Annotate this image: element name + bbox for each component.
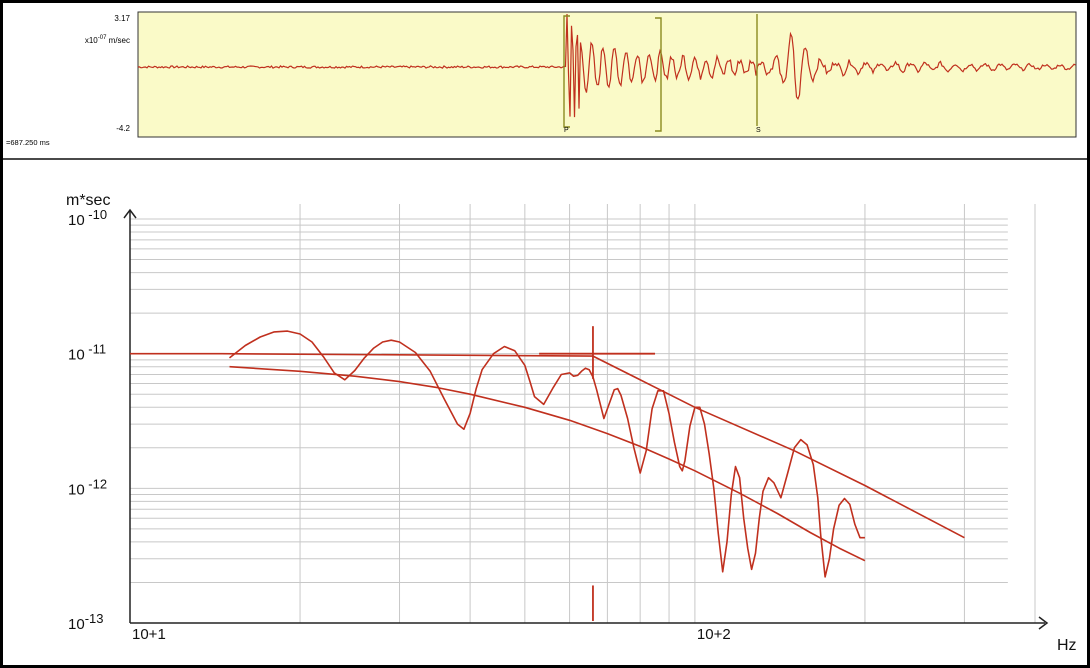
time-readout: =687.250 ms — [6, 138, 50, 147]
spectrum-tick-labels: 10+1 10+2 10 -10 10 -11 10 -12 10-13 — [68, 207, 731, 643]
y-tick-label: 10 -12 — [68, 476, 107, 498]
y-tick-label: 10-13 — [68, 611, 103, 633]
y-axis-label: m*sec — [66, 192, 110, 209]
amplitude-min-label: -4.2 — [116, 124, 130, 133]
series-noise-fit — [229, 365, 866, 562]
p-pick-label: P — [564, 127, 569, 134]
seismogram-trace — [137, 13, 1076, 118]
spectrum-axes — [123, 208, 1049, 630]
s-pick-label: S — [756, 127, 761, 134]
y-axis-arrow — [123, 208, 137, 219]
series-spectrum — [229, 330, 865, 578]
seismogram-panel: P S 3.17 -4.2 x10-07 m/sec =687.250 ms — [6, 11, 1077, 147]
amplitude-max-label: 3.17 — [114, 14, 130, 23]
spectrum-grid — [130, 204, 1036, 624]
series-model-fit — [592, 355, 965, 539]
series-model-fit — [130, 352, 594, 357]
y-tick-label: 10 -10 — [68, 207, 107, 229]
p-pick-marker[interactable] — [563, 15, 570, 128]
x-tick-label: 10+2 — [697, 626, 731, 643]
x-tick-label: 10+1 — [132, 626, 166, 643]
spectrum-curves — [130, 326, 965, 621]
y-tick-label: 10 -11 — [68, 342, 106, 364]
x-axis-label: Hz — [1057, 637, 1077, 654]
x-axis-arrow — [1038, 616, 1049, 630]
analysis-window-end-marker[interactable] — [655, 17, 662, 132]
amplitude-unit-label: x10-07 m/sec — [85, 35, 130, 45]
panel-divider — [3, 158, 1087, 160]
